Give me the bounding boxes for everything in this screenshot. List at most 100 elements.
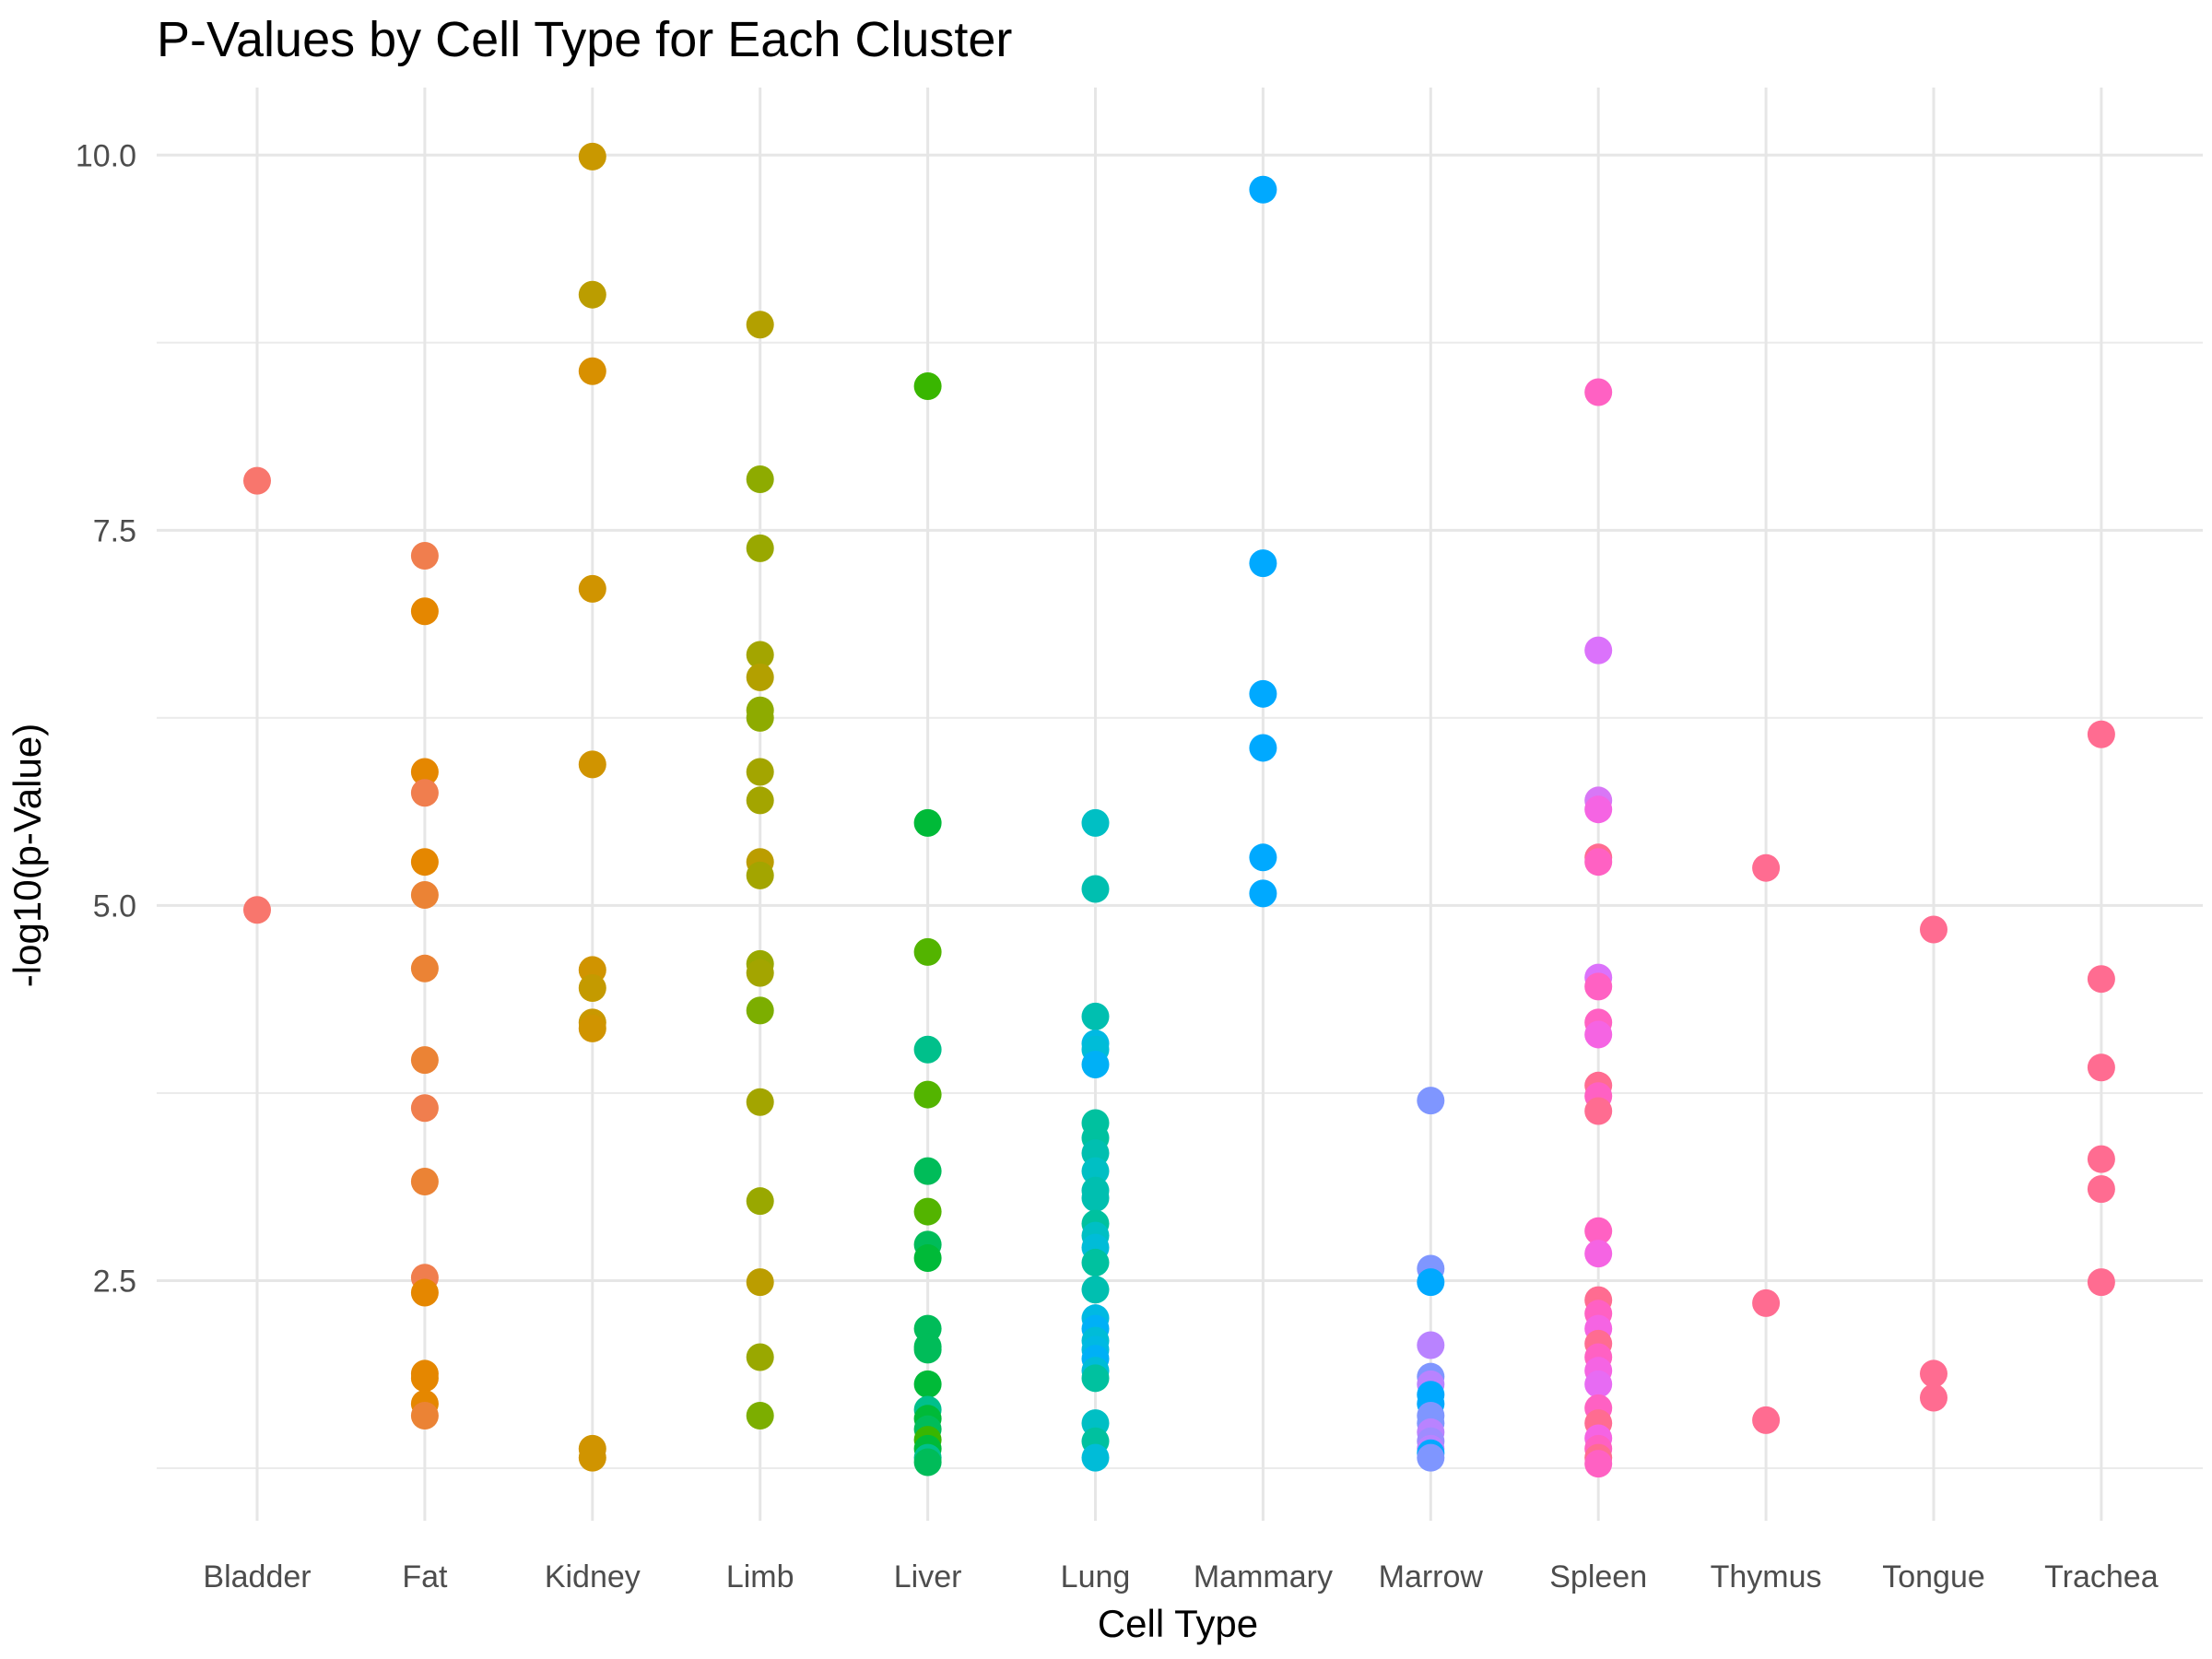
data-point [410,1402,439,1430]
data-point [1584,636,1613,665]
data-point [746,1402,774,1430]
data-point [746,534,774,562]
data-point [410,1364,439,1393]
data-point [746,465,774,493]
data-point [1584,1020,1613,1049]
x-tick-label: Limb [726,1559,794,1594]
data-point [913,1335,942,1364]
data-point [1584,378,1613,406]
x-tick-label: Liver [894,1559,962,1594]
data-point [578,750,606,779]
data-point [746,1343,774,1371]
data-point [1249,175,1277,204]
data-point [1081,1364,1110,1393]
data-point [913,1035,942,1064]
data-point [1081,808,1110,837]
data-point [578,280,606,309]
data-point [746,663,774,691]
y-tick-labels: 2.5 5.0 7.5 10.0 [76,138,136,1299]
data-point [746,861,774,889]
data-point [410,881,439,910]
data-point [410,597,439,626]
data-point [746,1268,774,1297]
data-point [1752,853,1781,882]
data-point [746,996,774,1025]
data-point [913,1197,942,1226]
data-point [1249,879,1277,908]
data-point [1752,1406,1781,1434]
y-tick-label: 2.5 [93,1264,136,1299]
x-tick-label: Trachea [2044,1559,2159,1594]
data-point [1584,972,1613,1001]
data-point [578,1443,606,1472]
x-tick-label: Mammary [1194,1559,1333,1594]
data-point [1584,795,1613,824]
data-point [2087,1268,2115,1297]
data-point [410,1046,439,1075]
data-point [2087,1175,2115,1204]
data-point [1081,1248,1110,1277]
data-point [410,758,439,786]
y-tick-label: 7.5 [93,513,136,548]
x-tick-label: Tongue [1882,1559,1985,1594]
x-tick-labels: Bladder Fat Kidney Limb Liver Lung Mammary Marr… [203,1559,2158,1594]
x-tick-label: Lung [1061,1559,1131,1594]
data-point [1584,848,1613,877]
data-point [1584,1217,1613,1245]
data-point [2087,965,2115,994]
data-point [1584,1450,1613,1478]
data-point [913,372,942,401]
data-point [746,641,774,669]
data-point [1417,1331,1445,1359]
chart-title: P-Values by Cell Type for Each Cluster [157,12,1013,67]
data-point [1584,1240,1613,1268]
data-point [1081,1002,1110,1030]
data-point [1081,875,1110,903]
data-point [243,466,271,495]
data-point [1081,1157,1110,1185]
data-point [578,574,606,603]
data-point [913,1157,942,1185]
data-point [1417,1443,1445,1472]
data-point [746,1187,774,1216]
data-point [1249,843,1277,872]
x-tick-label: Kidney [545,1559,641,1594]
x-tick-label: Bladder [203,1559,311,1594]
data-point [2087,1053,2115,1082]
data-point [410,954,439,982]
data-point [746,703,774,732]
data-point [1584,1370,1613,1398]
data-point [746,959,774,987]
data-point [1249,549,1277,578]
data-point [746,786,774,815]
x-tick-label: Marrow [1379,1559,1484,1594]
data-point [913,1080,942,1109]
data-points [243,142,2115,1478]
data-point [410,1094,439,1123]
grid-lines [157,88,2203,1521]
data-point [243,896,271,924]
x-tick-label: Thymus [1711,1559,1822,1594]
data-point [578,1014,606,1042]
data-point [2087,1145,2115,1173]
data-point [1249,679,1277,708]
data-point [1752,1288,1781,1317]
y-axis-title: -log10(p-Value) [6,724,49,987]
data-point [410,848,439,877]
data-point [1081,1183,1110,1212]
data-point [1417,1087,1445,1115]
data-point [578,142,606,171]
data-point [1081,1443,1110,1472]
data-point [913,937,942,966]
data-point [746,758,774,786]
data-point [1920,1359,1947,1388]
data-point [1081,1051,1110,1079]
data-point [410,779,439,807]
data-point [2087,720,2115,748]
x-tick-label: Spleen [1549,1559,1647,1594]
data-point [913,1244,942,1273]
data-point [1081,1276,1110,1304]
data-point [1920,915,1947,944]
data-point [578,357,606,385]
